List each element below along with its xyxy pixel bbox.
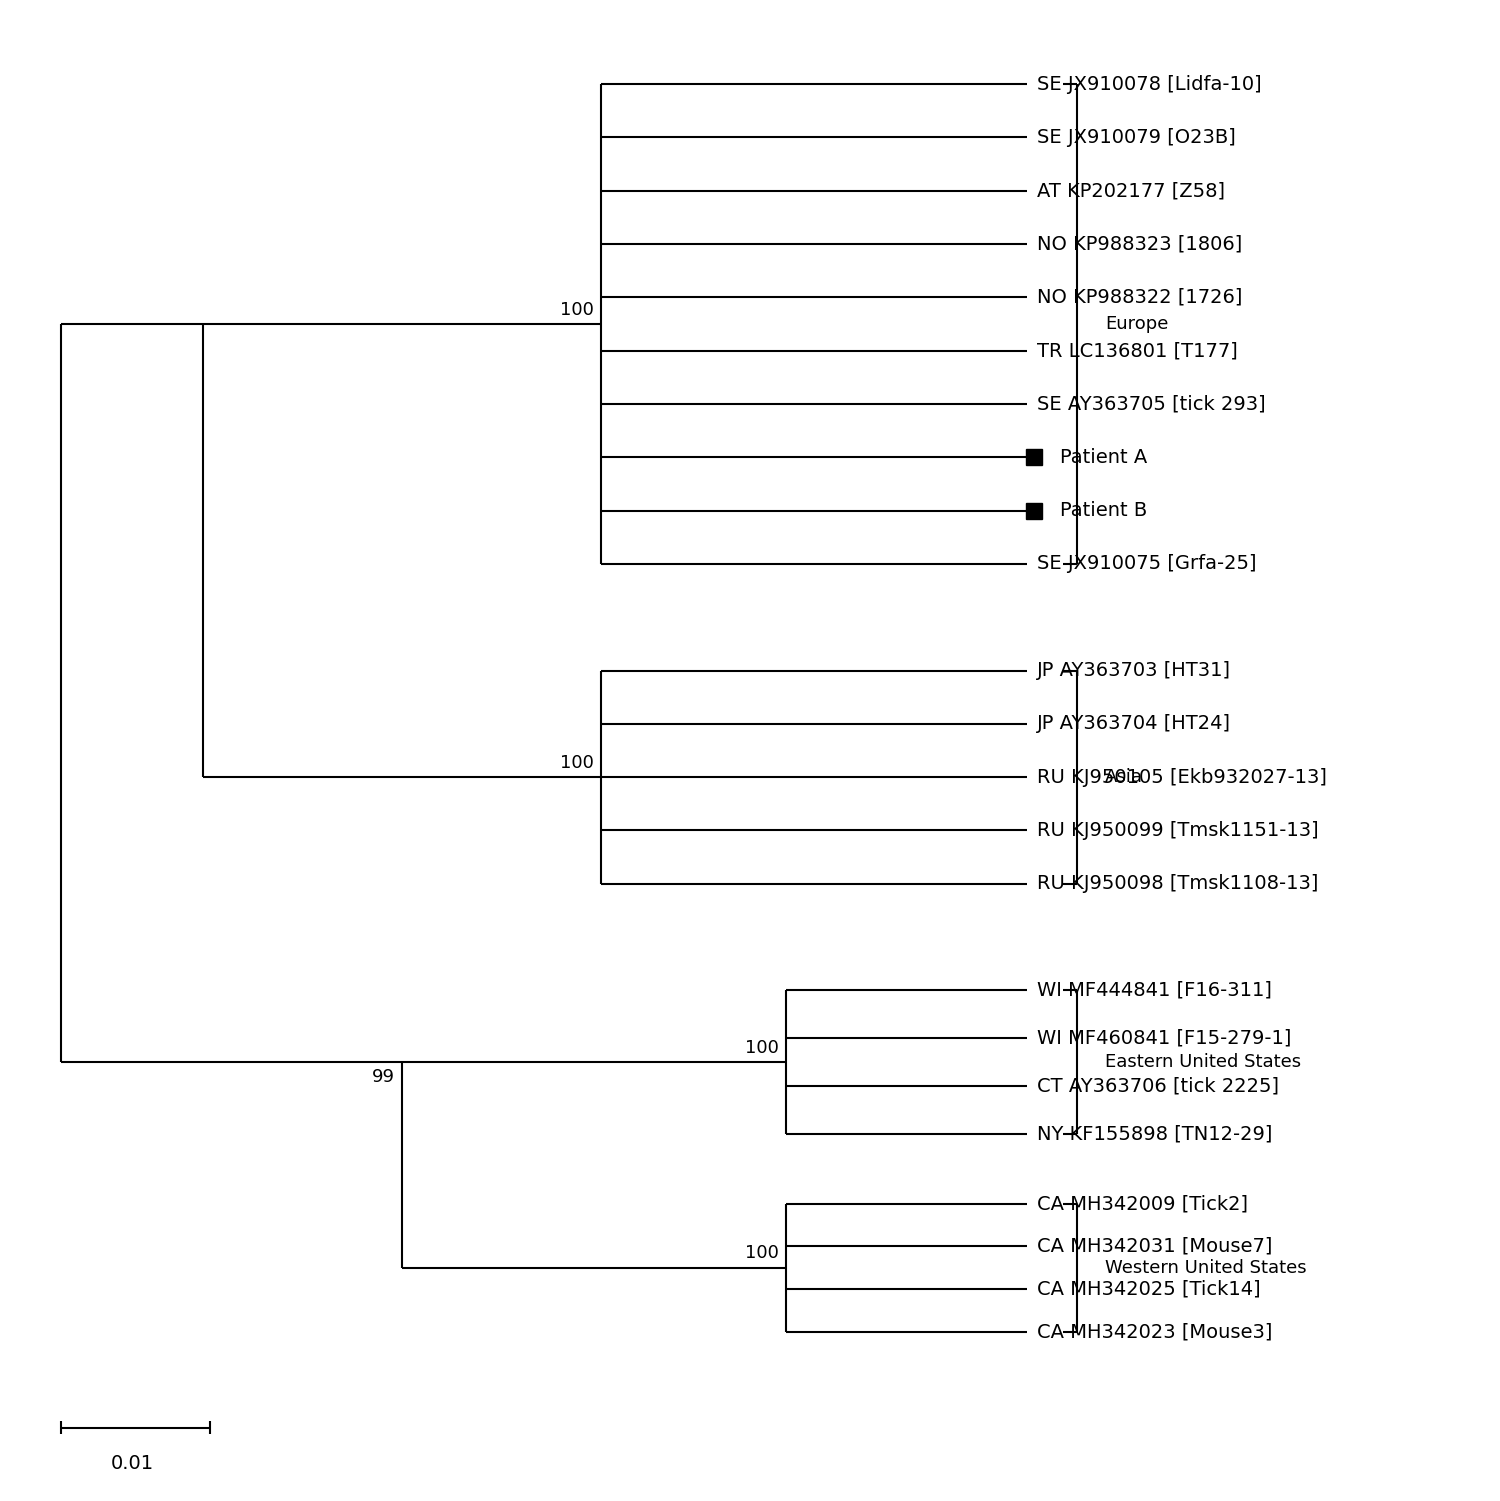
- Text: WI MF460841 [F15-279-1]: WI MF460841 [F15-279-1]: [1036, 1028, 1292, 1048]
- Text: JP AY363704 [HT24]: JP AY363704 [HT24]: [1036, 714, 1232, 734]
- Text: Asia: Asia: [1106, 769, 1143, 787]
- Text: 100: 100: [744, 1244, 778, 1262]
- Text: NO KP988322 [1726]: NO KP988322 [1726]: [1036, 288, 1242, 306]
- Text: RU KJ950099 [Tmsk1151-13]: RU KJ950099 [Tmsk1151-13]: [1036, 821, 1318, 841]
- Text: SE JX910075 [Grfa-25]: SE JX910075 [Grfa-25]: [1036, 554, 1257, 573]
- Text: NY KF155898 [TN12-29]: NY KF155898 [TN12-29]: [1036, 1124, 1272, 1144]
- Text: AT KP202177 [Z58]: AT KP202177 [Z58]: [1036, 182, 1226, 200]
- Text: CA MH342023 [Mouse3]: CA MH342023 [Mouse3]: [1036, 1322, 1272, 1340]
- Text: 0.01: 0.01: [111, 1454, 153, 1472]
- Text: SE JX910079 [O23B]: SE JX910079 [O23B]: [1036, 128, 1236, 147]
- Text: JP AY363703 [HT31]: JP AY363703 [HT31]: [1036, 660, 1232, 680]
- Text: RU KJ950105 [Ekb932027-13]: RU KJ950105 [Ekb932027-13]: [1036, 767, 1328, 787]
- Text: Western United States: Western United States: [1106, 1259, 1306, 1277]
- Text: CA MH342031 [Mouse7]: CA MH342031 [Mouse7]: [1036, 1237, 1272, 1256]
- Text: RU KJ950098 [Tmsk1108-13]: RU KJ950098 [Tmsk1108-13]: [1036, 874, 1318, 893]
- Text: 100: 100: [560, 754, 594, 772]
- Text: TR LC136801 [T177]: TR LC136801 [T177]: [1036, 341, 1238, 360]
- Text: Patient B: Patient B: [1059, 501, 1148, 521]
- Text: Europe: Europe: [1106, 315, 1168, 333]
- Text: 100: 100: [560, 300, 594, 318]
- Text: SE JX910078 [Lidfa-10]: SE JX910078 [Lidfa-10]: [1036, 75, 1262, 93]
- Text: Eastern United States: Eastern United States: [1106, 1054, 1302, 1072]
- Text: WI MF444841 [F16-311]: WI MF444841 [F16-311]: [1036, 980, 1272, 1000]
- Text: Patient A: Patient A: [1059, 447, 1148, 467]
- Text: 99: 99: [372, 1067, 394, 1085]
- Text: NO KP988323 [1806]: NO KP988323 [1806]: [1036, 234, 1242, 254]
- Text: CA MH342025 [Tick14]: CA MH342025 [Tick14]: [1036, 1279, 1260, 1298]
- Text: 100: 100: [744, 1039, 778, 1057]
- Text: CT AY363706 [tick 2225]: CT AY363706 [tick 2225]: [1036, 1076, 1280, 1096]
- Text: SE AY363705 [tick 293]: SE AY363705 [tick 293]: [1036, 395, 1266, 413]
- Text: CA MH342009 [Tick2]: CA MH342009 [Tick2]: [1036, 1195, 1248, 1213]
